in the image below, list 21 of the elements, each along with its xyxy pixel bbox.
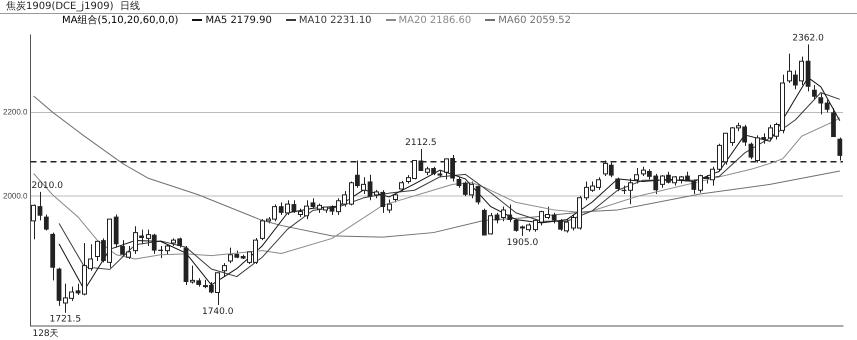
candlestick (552, 212, 557, 224)
annotation: 1740.0 (202, 306, 234, 317)
annotation: 1721.5 (50, 314, 82, 325)
candlestick (812, 84, 817, 100)
legend-label: MA60 2059.52 (497, 14, 572, 27)
legend-label: MA20 2186.60 (398, 14, 472, 27)
y-tick-label: 2000.0 (3, 191, 28, 200)
candlestick (824, 99, 830, 113)
candlestick (818, 92, 824, 115)
y-tick-label: 2200.0 (3, 108, 28, 117)
legend-label: MA10 2231.10 (298, 14, 372, 27)
annotation: 2010.0 (31, 180, 64, 191)
chart-title: 焦炭1909(DCE_j1909) 日线 (0, 0, 857, 14)
legend-label: MA5 2179.90 (204, 14, 272, 27)
annotation: 2362.0 (792, 33, 824, 44)
annotation: 2112.5 (405, 138, 437, 148)
candlestick (615, 177, 620, 192)
annotation: 1905.0 (506, 238, 538, 248)
chart-subtitle: MA组合(5,10,20,60,0,0) (62, 14, 178, 27)
text: 128天 (32, 328, 59, 339)
candlestick (44, 214, 49, 231)
